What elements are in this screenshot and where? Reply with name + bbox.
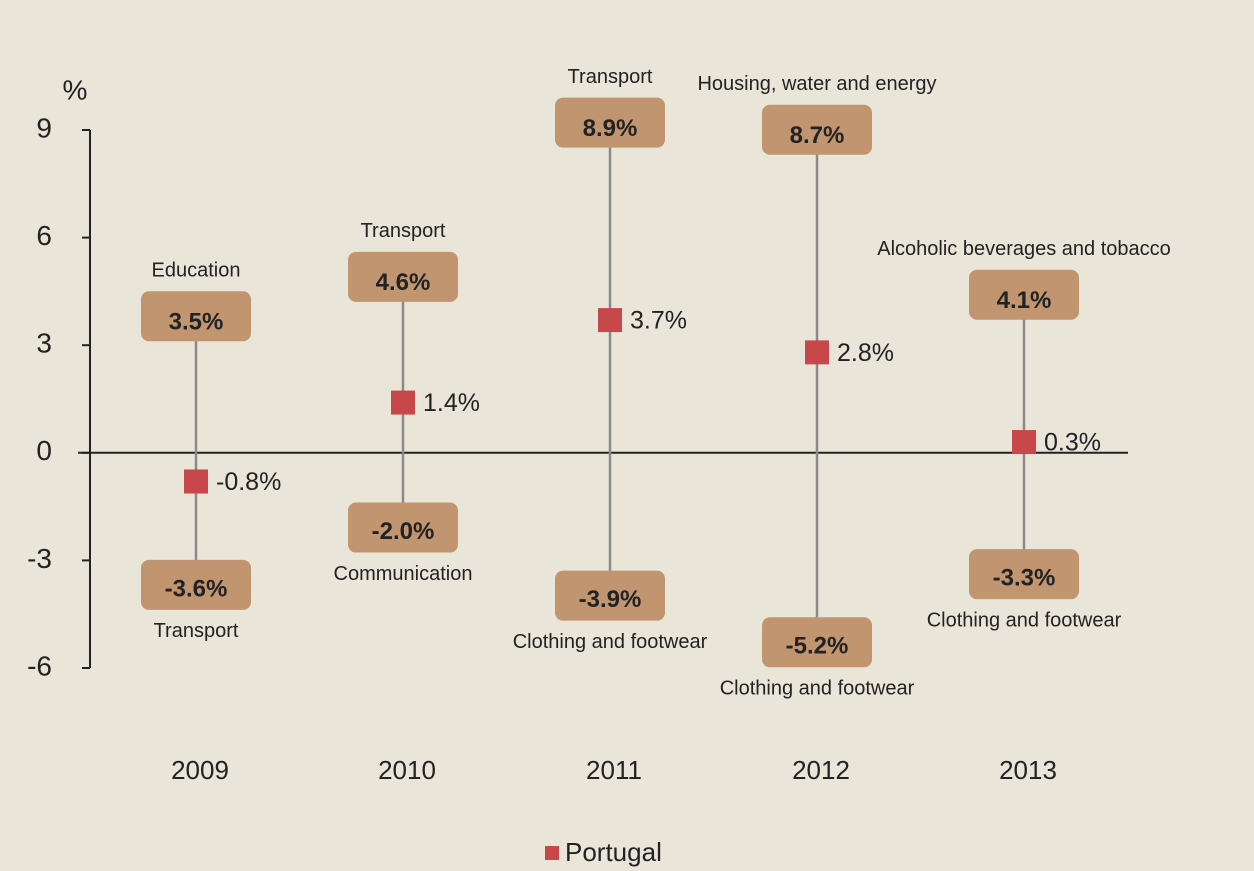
x-tick-label: 2012 <box>792 755 850 785</box>
high-value-label: 4.6% <box>376 269 431 296</box>
high-icon <box>348 251 458 302</box>
high-category-label: Housing, water and energy <box>697 73 936 95</box>
low-category-label: Clothing and footwear <box>720 678 915 700</box>
y-tick-label: 9 <box>36 112 52 143</box>
low-icon <box>762 617 872 668</box>
point-label: 0.3% <box>1044 429 1101 457</box>
low-icon <box>141 559 251 610</box>
legend-swatch <box>545 846 559 860</box>
point-label: 3.7% <box>630 307 687 335</box>
y-tick-label: 3 <box>36 328 52 359</box>
low-value-label: -3.9% <box>579 586 642 613</box>
low-value-label: -3.6% <box>165 575 228 602</box>
low-category-label: Communication <box>334 563 473 585</box>
high-icon <box>555 97 665 148</box>
point-label: 2.8% <box>837 339 894 367</box>
low-category-label: Clothing and footwear <box>927 609 1122 631</box>
high-value-label: 8.9% <box>583 115 638 142</box>
y-tick-label: -3 <box>27 543 52 574</box>
x-tick-label: 2009 <box>171 755 229 785</box>
high-category-label: Alcoholic beverages and tobacco <box>877 238 1171 260</box>
high-category-label: Transport <box>361 220 446 242</box>
low-value-label: -5.2% <box>786 633 849 660</box>
high-category-label: Education <box>152 260 241 282</box>
low-value-label: -3.3% <box>993 565 1056 592</box>
low-category-label: Transport <box>154 620 239 642</box>
low-icon <box>969 549 1079 600</box>
high-value-label: 8.7% <box>790 122 845 149</box>
low-icon <box>555 570 665 621</box>
x-tick-label: 2013 <box>999 755 1057 785</box>
y-tick-label: 6 <box>36 220 52 251</box>
x-tick-label: 2010 <box>378 755 436 785</box>
y-tick-label: 0 <box>36 435 52 466</box>
low-value-label: -2.0% <box>372 518 435 545</box>
point <box>184 469 208 494</box>
high-value-label: 4.1% <box>997 287 1052 314</box>
high-icon <box>969 269 1079 320</box>
high-value-label: 3.5% <box>169 309 224 336</box>
high-icon <box>141 291 251 342</box>
high-category-label: Transport <box>568 66 653 88</box>
point <box>391 390 415 415</box>
y-axis-label: % <box>63 74 88 105</box>
point <box>805 340 829 365</box>
legend-label: Portugal <box>565 837 662 867</box>
x-tick-label: 2011 <box>586 755 642 785</box>
low-icon <box>348 502 458 553</box>
low-category-label: Clothing and footwear <box>513 631 708 653</box>
point <box>1012 430 1036 455</box>
point-label: -0.8% <box>216 468 281 496</box>
y-tick-label: -6 <box>27 650 52 681</box>
point <box>598 308 622 333</box>
point-label: 1.4% <box>423 389 480 417</box>
high-icon <box>762 104 872 155</box>
